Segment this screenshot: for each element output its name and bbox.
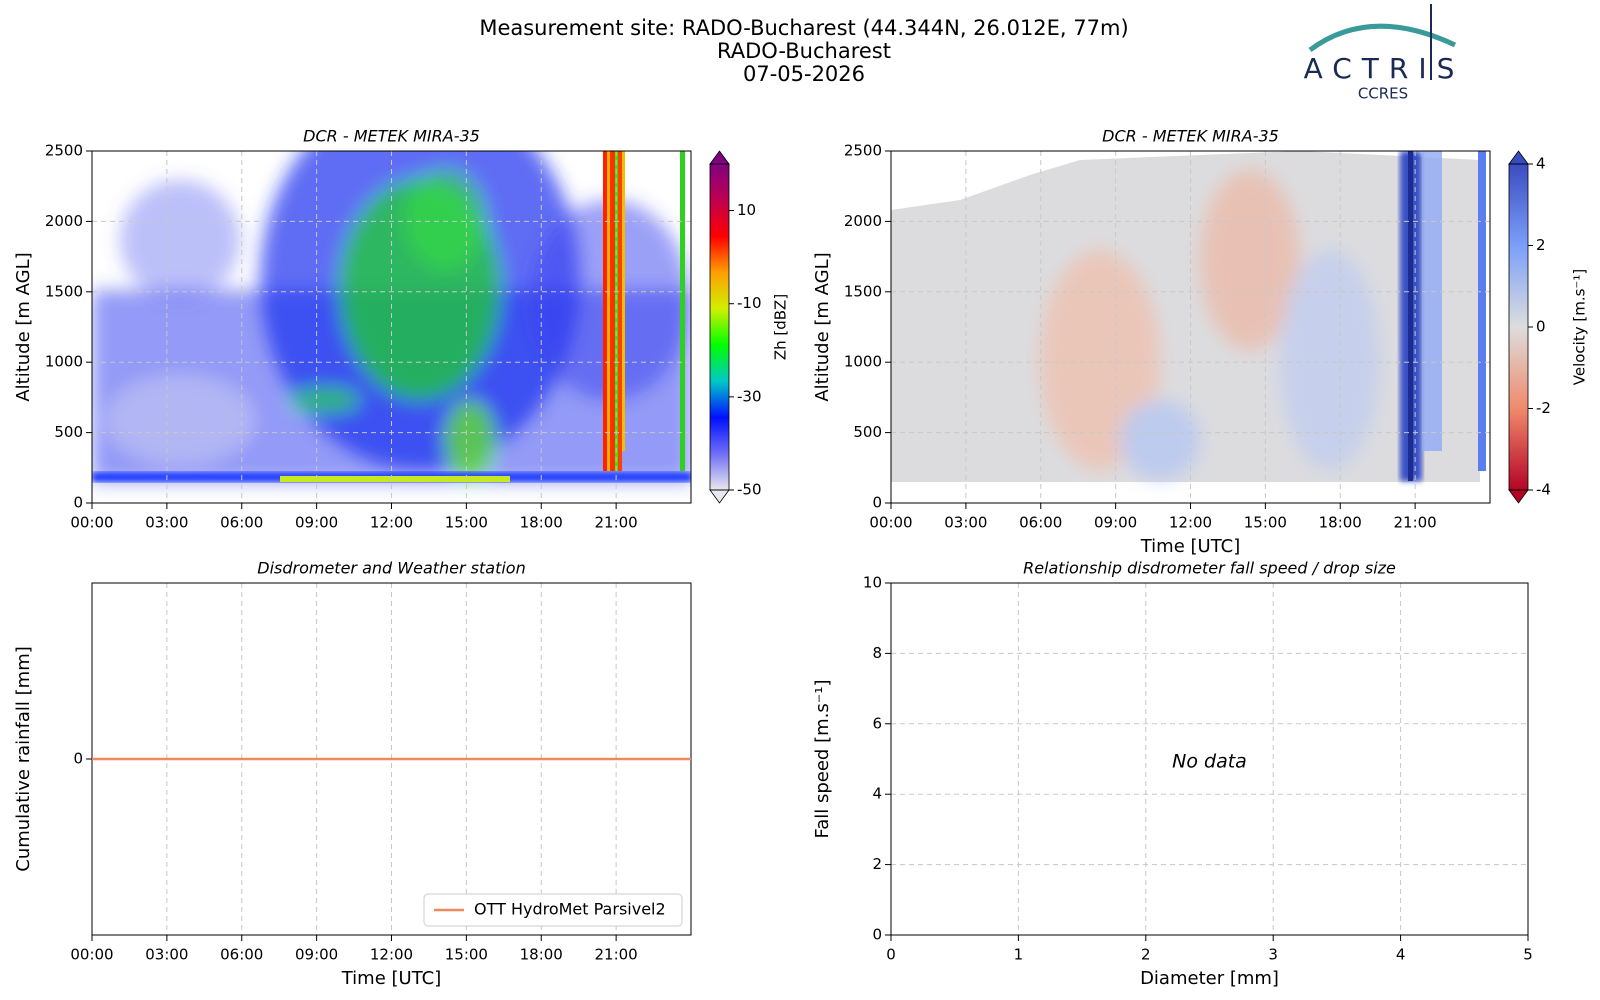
x-tick-label: 06:00 <box>1019 514 1062 532</box>
x-tick-label: 12:00 <box>1169 514 1212 532</box>
x-tick-label: 18:00 <box>520 514 563 532</box>
colorbar-extend-bottom <box>709 489 730 504</box>
figure-title: Measurement site: RADO-Bucharest (44.344… <box>479 16 1128 40</box>
colorbar-tick-label: -10 <box>737 294 762 312</box>
chart-title: DCR - METEK MIRA-35 <box>1102 127 1279 146</box>
legend-box <box>423 893 683 927</box>
x-tick-label: 18:00 <box>520 946 563 964</box>
colorbar-tick-label: -30 <box>737 387 762 405</box>
colorbar-tick-label: 10 <box>737 201 756 219</box>
plot-frame <box>91 150 692 504</box>
y-tick-label: 500 <box>853 423 882 441</box>
x-axis-label: Diameter [mm] <box>1140 968 1279 989</box>
x-tick-label: 18:00 <box>1319 514 1362 532</box>
y-tick-label: 1500 <box>45 282 83 300</box>
chart-title: DCR - METEK MIRA-35 <box>303 127 480 146</box>
y-tick-label: 1500 <box>844 282 882 300</box>
y-tick-label: 1000 <box>844 353 882 371</box>
x-tick-label: 12:00 <box>370 946 413 964</box>
y-tick-label: 0 <box>73 494 83 512</box>
x-tick-label: 09:00 <box>1094 514 1137 532</box>
colorbar-frame <box>709 163 730 491</box>
x-tick-label: 15:00 <box>445 946 488 964</box>
x-tick-label: 2 <box>1141 946 1151 964</box>
logo-text: ACTRIS <box>1304 52 1465 85</box>
x-tick-label: 00:00 <box>70 514 113 532</box>
figure-date: 07-05-2026 <box>743 62 865 86</box>
x-tick-label: 1 <box>1014 946 1024 964</box>
x-tick-label: 15:00 <box>445 514 488 532</box>
y-tick-label: 10 <box>863 574 882 592</box>
colorbar <box>710 164 729 490</box>
plot-frame <box>890 150 1491 504</box>
x-tick-label: 5 <box>1523 946 1533 964</box>
x-tick-label: 21:00 <box>595 514 638 532</box>
y-tick-label: 2000 <box>45 212 83 230</box>
x-tick-label: 3 <box>1268 946 1278 964</box>
y-axis-label: Altitude [m AGL] <box>812 252 833 401</box>
x-tick-label: 12:00 <box>370 514 413 532</box>
colorbar <box>1509 164 1528 490</box>
x-tick-label: 21:00 <box>595 946 638 964</box>
logo-arc <box>1308 23 1457 53</box>
chart-title: Relationship disdrometer fall speed / dr… <box>1023 559 1396 578</box>
y-tick-label: 2000 <box>844 212 882 230</box>
colorbar-tick-label: 0 <box>1536 318 1546 336</box>
x-axis-label: Time [UTC] <box>1140 536 1241 557</box>
legend-label: OTT HydroMet Parsivel2 <box>474 900 666 919</box>
x-tick-label: 21:00 <box>1394 514 1437 532</box>
colorbar-tick-label: 2 <box>1536 236 1546 254</box>
colorbar-extend-top <box>1508 150 1529 165</box>
x-tick-label: 03:00 <box>944 514 987 532</box>
x-tick-label: 4 <box>1396 946 1406 964</box>
x-tick-label: 09:00 <box>295 514 338 532</box>
y-tick-label: 6 <box>872 714 882 732</box>
colorbar-label: Zh [dBZ] <box>772 294 790 360</box>
colorbar-extend-bottom <box>1508 489 1529 504</box>
y-tick-label: 0 <box>73 750 83 768</box>
y-axis-label: Altitude [m AGL] <box>13 252 34 401</box>
x-tick-label: 06:00 <box>220 946 263 964</box>
chart-title: Disdrometer and Weather station <box>257 559 525 578</box>
y-tick-label: 0 <box>872 926 882 944</box>
colorbar-label: Velocity [m.s⁻¹] <box>1571 269 1589 385</box>
x-tick-label: 09:00 <box>295 946 338 964</box>
x-tick-label: 03:00 <box>145 946 188 964</box>
x-tick-label: 00:00 <box>869 514 912 532</box>
colorbar-tick-label: -4 <box>1536 481 1551 499</box>
colorbar-tick-label: -50 <box>737 481 762 499</box>
plot-frame <box>890 582 1529 936</box>
logo: ACTRIS CCRES <box>1304 4 1465 103</box>
y-tick-label: 1000 <box>45 353 83 371</box>
y-tick-label: 4 <box>872 785 882 803</box>
y-tick-label: 500 <box>54 423 83 441</box>
colorbar-extend-top <box>709 150 730 165</box>
x-tick-label: 06:00 <box>220 514 263 532</box>
y-tick-label: 8 <box>872 644 882 662</box>
x-tick-label: 03:00 <box>145 514 188 532</box>
y-axis-label: Cumulative rainfall [mm] <box>13 646 34 872</box>
y-tick-label: 2 <box>872 855 882 873</box>
colorbar-tick-label: 4 <box>1536 155 1546 173</box>
annotation: No data <box>1172 751 1247 773</box>
x-tick-label: 15:00 <box>1244 514 1287 532</box>
y-axis-label: Fall speed [m.s⁻¹] <box>812 680 833 839</box>
x-tick-label: 0 <box>886 946 896 964</box>
x-tick-label: 00:00 <box>70 946 113 964</box>
x-axis-label: Time [UTC] <box>341 968 442 989</box>
logo-subtext: CCRES <box>1358 85 1408 103</box>
colorbar-tick-label: -2 <box>1536 399 1551 417</box>
y-tick-label: 2500 <box>45 142 83 160</box>
y-tick-label: 2500 <box>844 142 882 160</box>
y-tick-label: 0 <box>872 494 882 512</box>
figure-subtitle: RADO-Bucharest <box>717 39 891 63</box>
velocity-field <box>891 151 1486 482</box>
